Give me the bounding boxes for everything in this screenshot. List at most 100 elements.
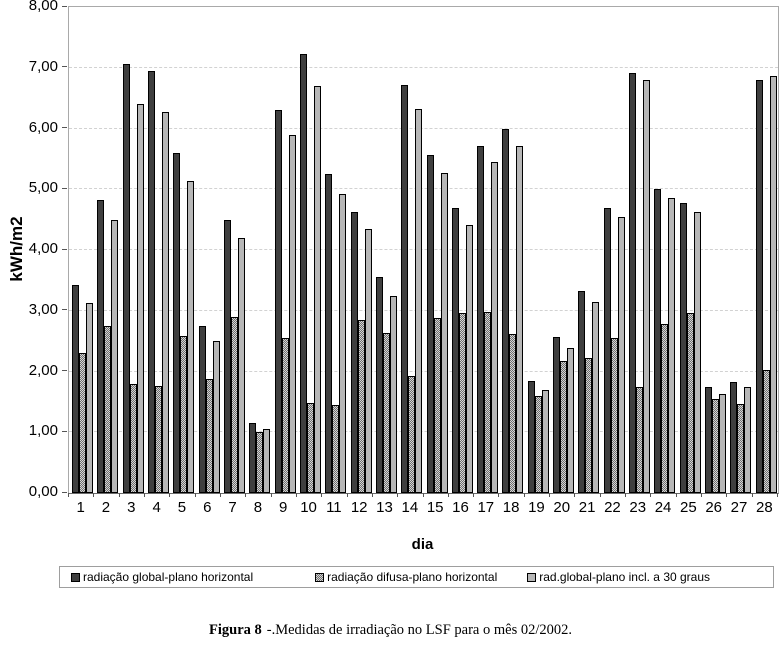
x-tick-14	[422, 493, 424, 497]
x-tick-9	[295, 493, 297, 497]
y-tick-label-0,00: 0,00	[28, 483, 58, 500]
bar-day2-dotted	[104, 325, 112, 493]
bar-day7-dotted	[230, 316, 238, 493]
bar-day15-light	[440, 172, 448, 493]
bar-day13-dark	[375, 277, 383, 493]
bar-day14-dark	[401, 85, 409, 493]
y-tick-label-2,00: 2,00	[28, 361, 58, 379]
x-tick-label-15: 15	[426, 499, 444, 516]
caption-text: -.Medidas de irradiação no LSF para o mê…	[266, 622, 572, 638]
y-tick-label-1,00: 1,00	[28, 422, 58, 440]
y-tick-label-5,00: 5,00	[28, 179, 58, 197]
legend-item-dark: radiação global-plano horizontal	[71, 570, 253, 584]
bar-day7-light	[237, 237, 245, 493]
bar-day6-dark	[198, 325, 206, 493]
x-tick-label-9: 9	[279, 499, 288, 516]
x-tick-17	[498, 493, 500, 497]
figure-caption: Figura 8 -.Medidas de irradiação no LSF p…	[0, 622, 781, 639]
bar-day13-dotted	[382, 333, 390, 493]
x-tick-label-8: 8	[253, 499, 263, 516]
bar-day8-light	[263, 429, 271, 493]
gridline-2	[69, 370, 778, 372]
x-tick-label-13: 13	[376, 499, 393, 516]
bar-day11-dark	[325, 174, 333, 493]
bar-day10-dotted	[306, 403, 314, 493]
x-tick-label-10: 10	[300, 499, 317, 516]
gridline-1	[69, 431, 778, 433]
x-tick-label-12: 12	[350, 499, 368, 516]
bar-day24-dotted	[661, 324, 669, 493]
bar-day26-dark	[705, 386, 713, 493]
gridline-3	[69, 309, 778, 311]
bar-day23-dark	[629, 72, 637, 493]
x-tick-16	[473, 493, 475, 497]
bar-day16-dotted	[458, 312, 466, 493]
bar-day13-light	[389, 295, 397, 493]
bar-day1-dotted	[79, 353, 86, 493]
gridline-5	[69, 188, 778, 190]
x-tick-19	[549, 493, 551, 497]
y-tick-2,00	[62, 370, 67, 371]
gridline-6	[69, 127, 778, 129]
y-tick-label-7,00: 7,00	[28, 57, 58, 75]
x-tick-5	[194, 493, 196, 497]
bar-day28-dotted	[762, 370, 770, 493]
bar-day3-dark	[122, 63, 130, 493]
x-tick-label-4: 4	[152, 499, 161, 516]
bar-day22-dark	[603, 207, 611, 493]
bar-day26-light	[719, 394, 727, 493]
bar-day28-light	[769, 75, 777, 493]
x-tick-10	[321, 493, 323, 497]
x-tick-23	[650, 493, 652, 497]
bar-day20-dark	[553, 336, 561, 493]
bar-day7-dark	[223, 219, 231, 493]
bar-day4-dotted	[154, 385, 162, 493]
gridline-4	[69, 249, 778, 250]
bar-day28-dark	[755, 79, 763, 493]
bar-day9-dotted	[281, 338, 289, 493]
x-tick-label-26: 26	[705, 499, 723, 516]
legend-item-dotted: radiação difusa-plano horizontal	[315, 570, 497, 584]
bar-day11-light	[339, 194, 347, 493]
bar-day23-light	[643, 79, 651, 493]
bar-day24-dark	[654, 189, 662, 493]
legend-label-light: rad.global-plano incl. a 30 graus	[539, 570, 711, 584]
legend-label-dotted: radiação difusa-plano horizontal	[327, 570, 498, 584]
bar-day4-dark	[147, 70, 155, 493]
bar-day1-dark	[72, 285, 79, 493]
bar-day12-dotted	[357, 319, 365, 493]
bar-day10-dark	[299, 53, 307, 493]
x-tick-label-21: 21	[578, 499, 596, 516]
x-tick-24	[675, 493, 677, 497]
bar-day9-dark	[274, 110, 282, 493]
y-tick-label-8,00: 8,00	[28, 0, 58, 14]
x-tick-15	[447, 493, 449, 497]
bar-day4-light	[161, 111, 169, 493]
bar-day17-light	[491, 161, 499, 493]
x-axis-title: dia	[411, 536, 434, 553]
x-tick-20	[574, 493, 576, 497]
legend-swatch-light-icon	[527, 572, 537, 582]
y-tick-6,00	[62, 127, 67, 128]
bar-day2-light	[111, 219, 119, 493]
x-tick-label-23: 23	[629, 499, 647, 516]
bar-day12-dark	[350, 212, 358, 493]
x-tick-label-7: 7	[228, 499, 237, 516]
x-tick-8	[270, 493, 272, 497]
x-tick-label-19: 19	[528, 499, 545, 516]
x-tick-label-1: 1	[76, 499, 85, 516]
bar-day9-light	[288, 134, 296, 493]
x-tick-label-28: 28	[755, 499, 773, 516]
x-tick-0	[68, 493, 69, 497]
bar-day21-dotted	[585, 357, 593, 493]
bar-day25-dotted	[686, 312, 694, 493]
bar-day5-dotted	[180, 336, 188, 493]
legend-swatch-dotted-icon	[315, 572, 325, 582]
bar-day3-dotted	[129, 383, 137, 493]
x-tick-12	[371, 493, 373, 497]
x-tick-13	[397, 493, 399, 497]
y-tick-8,00	[62, 5, 67, 7]
bar-day27-light	[744, 386, 752, 493]
y-tick-0,00	[62, 491, 67, 493]
